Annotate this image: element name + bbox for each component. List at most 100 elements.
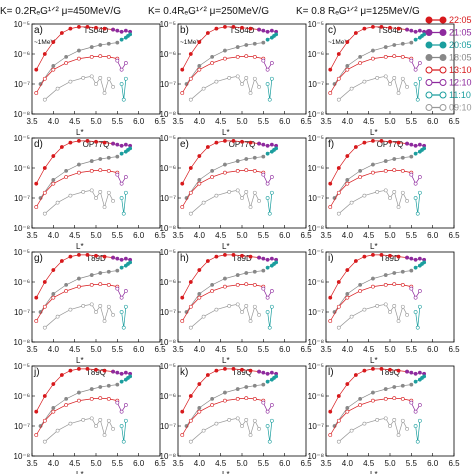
data-point-1210 <box>417 175 422 179</box>
data-point-0910 <box>388 310 392 314</box>
data-point-2005 <box>265 151 270 156</box>
data-point-1210 <box>265 181 270 186</box>
data-point-0910 <box>252 76 257 81</box>
data-point-0910 <box>349 200 354 205</box>
y-tick-label: 10⁻⁶ <box>14 392 30 401</box>
data-point-1805 <box>98 157 103 161</box>
legend-marker <box>425 41 433 49</box>
legend-item-2005: 20:05 <box>425 40 472 50</box>
data-point-1310 <box>180 433 185 437</box>
data-point-2105 <box>111 141 115 146</box>
data-point-1310 <box>392 168 397 173</box>
x-tick-label: 6.0 <box>427 231 439 240</box>
data-point-2205 <box>85 139 90 143</box>
data-point-2105 <box>269 28 274 33</box>
data-point-1310 <box>106 55 111 59</box>
data-point-2205 <box>379 253 384 257</box>
data-point-2005 <box>119 265 124 270</box>
data-point-1805 <box>64 169 69 173</box>
y-tick-label: 10⁻⁷ <box>160 194 176 203</box>
data-point-0910 <box>111 427 115 431</box>
data-point-2105 <box>417 28 422 33</box>
data-point-1310 <box>328 319 333 323</box>
data-point-1805 <box>392 271 397 275</box>
data-point-2205 <box>223 367 227 371</box>
x-tick-label: 4.5 <box>69 231 81 240</box>
data-point-0910 <box>244 75 249 80</box>
data-point-1310 <box>235 55 240 59</box>
panel-b: 3.5 4.0 4.5 5.0 5.5 6.0 6.5 10⁻⁸ 10⁻⁷ 10⁻⁶ 10⁻⁵ L* b… <box>160 20 313 137</box>
panel-label: j) <box>33 367 40 378</box>
data-point-2205 <box>371 367 375 371</box>
data-point-2105 <box>123 370 128 375</box>
model-label: T89Q <box>380 368 400 377</box>
data-point-2105 <box>123 256 128 261</box>
x-tick-label: 3.5 <box>320 231 332 240</box>
data-point-2205 <box>94 139 98 144</box>
data-point-0910 <box>227 303 232 308</box>
x-tick-label: 6.0 <box>279 117 291 126</box>
series-line-0910 <box>338 417 408 442</box>
data-point-1310 <box>197 295 202 300</box>
data-point-2105 <box>405 369 409 374</box>
data-point-1805 <box>392 385 397 389</box>
x-tick-label: 6.0 <box>133 459 145 468</box>
series-line-1110 <box>415 192 421 214</box>
y-tick-label: 10⁻⁵ <box>308 20 324 29</box>
x-tick-label: 6.5 <box>154 345 166 354</box>
data-point-2005 <box>413 151 418 156</box>
series-line-0910 <box>44 417 114 442</box>
data-point-0910 <box>102 433 107 437</box>
data-point-2205 <box>188 280 193 284</box>
data-point-1310 <box>383 283 388 287</box>
legend-label: 13:10 <box>449 65 472 75</box>
data-point-0910 <box>98 417 103 422</box>
data-point-1210 <box>123 403 128 407</box>
data-point-1310 <box>89 55 94 59</box>
x-tick-label: 4.0 <box>48 459 60 468</box>
legend-marker <box>439 41 447 49</box>
data-point-0910 <box>252 304 257 309</box>
x-axis-label: L* <box>76 242 84 251</box>
data-point-1805 <box>89 387 94 391</box>
data-point-1805 <box>223 48 227 53</box>
data-point-1805 <box>77 162 81 167</box>
x-tick-label: 6.5 <box>448 231 460 240</box>
data-point-1310 <box>89 397 94 401</box>
data-point-2005 <box>413 265 418 270</box>
y-tick-label: 10⁻⁶ <box>160 278 176 287</box>
data-point-1110 <box>415 325 420 330</box>
data-point-0910 <box>55 86 60 91</box>
data-point-1805 <box>64 397 69 401</box>
series-line-1310 <box>181 283 264 322</box>
data-point-1310 <box>235 169 240 173</box>
data-point-0910 <box>89 74 94 79</box>
data-point-2205 <box>396 26 401 31</box>
data-point-0910 <box>111 199 115 203</box>
data-point-2005 <box>128 32 133 37</box>
data-point-2205 <box>214 368 219 373</box>
data-point-2205 <box>248 140 253 145</box>
x-tick-label: 5.0 <box>236 231 248 240</box>
x-tick-label: 5.0 <box>90 231 102 240</box>
data-point-0910 <box>383 74 388 79</box>
data-point-2205 <box>51 154 56 158</box>
y-tick-label: 10⁻⁸ <box>14 224 31 233</box>
x-tick-label: 3.5 <box>172 459 184 468</box>
data-point-2005 <box>128 260 133 265</box>
series-line-0910 <box>190 75 260 100</box>
series-line-0910 <box>338 189 408 214</box>
data-point-2005 <box>274 32 279 37</box>
panel-d: 3.5 4.0 4.5 5.0 5.5 6.0 6.5 10⁻⁸ 10⁻⁷ 10⁻⁶ 10⁻⁵ L* d… <box>14 134 167 251</box>
data-point-0910 <box>214 307 219 312</box>
data-point-1210 <box>261 58 266 63</box>
model-label: OP77Q <box>377 140 404 149</box>
data-point-2205 <box>328 295 333 300</box>
data-point-2205 <box>396 254 401 259</box>
x-tick-label: 5.5 <box>406 459 418 468</box>
energy-note: ~1MeV <box>34 39 55 46</box>
series-line-1310 <box>329 169 412 208</box>
data-point-1805 <box>223 162 227 167</box>
data-point-1310 <box>98 168 103 173</box>
legend-label: 12:10 <box>449 78 472 88</box>
